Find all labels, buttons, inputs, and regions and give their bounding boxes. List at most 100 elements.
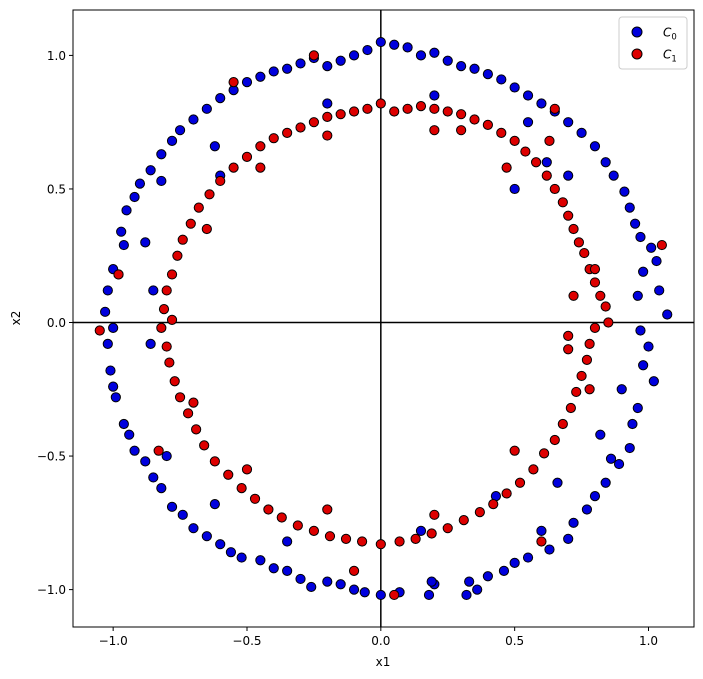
point-c0 (627, 418, 638, 430)
point-c0 (129, 445, 140, 456)
point-c1 (514, 477, 526, 488)
point-c0 (375, 36, 386, 48)
x-tick-label: 0.0 (371, 634, 390, 648)
point-c0 (544, 544, 555, 555)
point-c0 (389, 39, 400, 50)
legend-marker-c0 (631, 26, 643, 38)
point-c0 (241, 77, 253, 88)
point-c0 (613, 458, 625, 470)
point-c1 (308, 50, 320, 61)
point-c1 (292, 520, 303, 531)
point-c1 (295, 122, 306, 133)
point-c1 (375, 539, 386, 550)
point-c0 (456, 60, 467, 72)
point-c0 (522, 90, 534, 101)
point-c0 (209, 141, 220, 152)
point-c0 (348, 50, 360, 61)
point-c0 (255, 71, 266, 82)
point-c0 (576, 127, 587, 138)
point-c0 (161, 450, 172, 462)
point-c1 (520, 146, 531, 157)
point-c0 (624, 202, 635, 213)
point-c0 (209, 499, 220, 510)
point-c0 (482, 69, 493, 80)
point-c0 (145, 165, 156, 176)
point-c1 (161, 341, 172, 352)
point-c1 (536, 536, 547, 547)
point-c1 (166, 314, 178, 325)
point-c1 (335, 109, 346, 120)
point-c0 (166, 135, 178, 146)
point-c0 (282, 565, 293, 577)
point-c0 (201, 531, 212, 542)
point-c0 (509, 82, 520, 93)
point-c1 (456, 125, 467, 136)
series-c1 (94, 50, 667, 601)
point-c1 (501, 162, 512, 173)
point-c0 (268, 66, 279, 77)
point-c1 (308, 525, 320, 536)
point-c1 (356, 536, 368, 547)
point-c1 (348, 565, 360, 577)
point-c1 (394, 536, 405, 547)
point-c1 (539, 448, 550, 459)
point-c0 (429, 47, 440, 58)
point-c1 (228, 77, 239, 88)
point-c1 (375, 98, 386, 109)
point-c0 (496, 74, 507, 85)
plot-frame (72, 9, 695, 628)
point-c1 (183, 408, 194, 419)
point-c0 (102, 338, 113, 349)
point-c0 (624, 442, 635, 454)
point-c0 (646, 242, 657, 253)
point-c0 (166, 501, 178, 512)
point-c0 (482, 571, 493, 582)
point-c1 (576, 370, 587, 382)
point-c1 (568, 290, 579, 301)
point-c0 (362, 44, 373, 56)
point-c0 (295, 573, 306, 585)
point-c0 (563, 117, 574, 128)
point-c1 (402, 103, 413, 114)
point-c1 (442, 106, 453, 117)
point-c1 (263, 504, 274, 515)
point-c1 (429, 103, 440, 114)
point-c1 (429, 509, 440, 520)
point-c1 (153, 445, 164, 456)
point-c0 (426, 576, 437, 587)
point-c0 (522, 552, 534, 563)
point-c1 (563, 210, 574, 221)
point-c0 (322, 576, 333, 587)
point-c1 (584, 338, 595, 349)
point-c1 (589, 322, 601, 333)
point-c1 (255, 141, 266, 152)
point-c1 (193, 202, 204, 213)
point-c0 (509, 557, 520, 569)
point-c1 (442, 523, 453, 534)
point-c0 (619, 186, 630, 197)
legend-label-c0-base: C (663, 26, 672, 40)
point-c1 (415, 101, 427, 112)
point-c1 (600, 301, 611, 312)
point-c0 (129, 191, 140, 203)
point-c1 (199, 440, 210, 451)
point-c0 (201, 103, 212, 114)
point-c0 (600, 477, 611, 488)
point-c1 (541, 170, 552, 181)
point-c1 (362, 103, 373, 114)
point-c1 (530, 157, 542, 168)
point-c0 (415, 525, 427, 536)
point-c0 (568, 517, 579, 528)
point-c1 (255, 162, 266, 173)
point-c0 (522, 117, 534, 128)
point-c1 (509, 445, 520, 456)
y-axis-ticks: −1.0 −0.5 0.0 0.5 1.0 (37, 49, 73, 597)
legend-label-c1-base: C (663, 48, 672, 62)
point-c0 (605, 453, 617, 464)
point-c0 (177, 509, 188, 520)
y-tick-label: −1.0 (37, 583, 66, 597)
legend[interactable]: C0 C1 (618, 16, 688, 70)
point-c1 (573, 237, 585, 248)
point-c1 (177, 234, 188, 245)
